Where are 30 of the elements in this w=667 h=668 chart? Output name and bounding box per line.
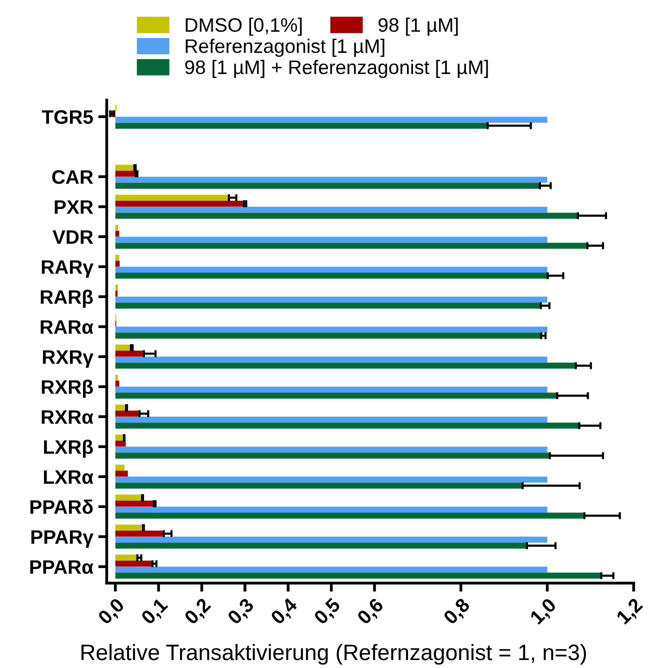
y-tick-label: RARγ — [42, 260, 94, 278]
y-tick-label: RXRα — [42, 410, 94, 424]
y-tick-label: PXR — [54, 200, 94, 214]
legend-label: 98 [1 µM] + Referenzagonist [1 µM] — [185, 60, 488, 78]
legend-label: Referenzagonist [1 µM] — [186, 38, 384, 57]
y-tick-label: RXRγ — [42, 350, 94, 368]
legend-label: DMSO [0,1%] — [186, 18, 302, 36]
x-axis-title: Relative Transaktivierung (Refernzagonist = 1, n=3) — [82, 644, 586, 665]
y-tick-label: VDR — [52, 230, 94, 244]
y-tick-label: RARβ — [40, 290, 93, 308]
y-tick-label: PPARγ — [31, 530, 94, 548]
x-tick-label: 0,2 — [184, 597, 214, 628]
x-tick-label: 0,0 — [97, 597, 127, 628]
y-tick-label: LXRα — [44, 470, 94, 484]
x-tick-label: 0,6 — [356, 597, 386, 628]
y-tick-label: PPARα — [30, 560, 94, 574]
legend-label: 98 [1 µM] — [378, 18, 458, 36]
y-tick-label: RXRβ — [42, 380, 93, 398]
x-tick-label: 0,4 — [270, 596, 300, 628]
x-tick-label: 0,1 — [140, 597, 170, 628]
x-tick-label: 0,8 — [442, 597, 473, 628]
x-tick-label: 0,3 — [226, 597, 257, 628]
x-tick-label: 1,2 — [616, 597, 646, 627]
y-tick-label: PPARδ — [30, 500, 93, 514]
x-tick-label: 0,5 — [313, 597, 344, 628]
x-tick-label: 1,0 — [529, 597, 559, 627]
y-tick-label: CAR — [52, 170, 94, 184]
y-tick-label: RARα — [40, 320, 94, 334]
y-tick-label: TGR5 — [42, 110, 93, 124]
y-tick-label: LXRβ — [44, 440, 93, 458]
